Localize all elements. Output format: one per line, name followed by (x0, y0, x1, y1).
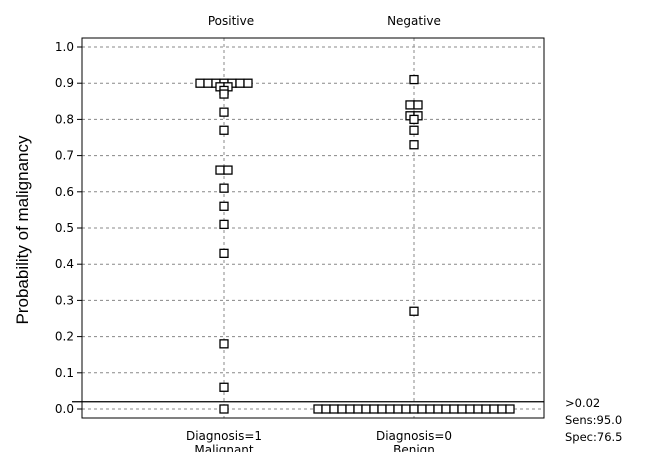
data-point-diagnosis-1 (219, 89, 229, 99)
data-point-diagnosis-1 (215, 165, 225, 175)
data-point-diagnosis-1 (195, 78, 205, 88)
x-category-label-diagnosis-0: Diagnosis=0 (376, 429, 452, 443)
y-tick-label: 0.1 (55, 366, 74, 380)
column-header-negative: Negative (387, 14, 441, 28)
data-point-diagnosis-0 (393, 404, 403, 414)
data-point-diagnosis-1 (219, 382, 229, 392)
y-tick-label: 0.0 (55, 402, 74, 416)
specificity-label: Spec:76.5 (565, 430, 622, 444)
data-point-diagnosis-0 (489, 404, 499, 414)
data-point-diagnosis-0 (353, 404, 363, 414)
data-point-diagnosis-0 (385, 404, 395, 414)
data-point-diagnosis-0 (417, 404, 427, 414)
data-point-diagnosis-0 (337, 404, 347, 414)
data-point-diagnosis-1 (219, 125, 229, 135)
data-point-diagnosis-0 (321, 404, 331, 414)
data-point-diagnosis-1 (223, 165, 233, 175)
data-point-diagnosis-0 (497, 404, 507, 414)
data-point-diagnosis-0 (425, 404, 435, 414)
y-tick-label: 0.3 (55, 293, 74, 307)
column-header-positive: Positive (208, 14, 254, 28)
data-point-diagnosis-0 (465, 404, 475, 414)
threshold-label: >0.02 (565, 396, 600, 410)
data-point-diagnosis-1 (243, 78, 253, 88)
data-point-diagnosis-1 (219, 219, 229, 230)
data-point-diagnosis-0 (441, 404, 451, 414)
y-axis-label: Probability of malignancy (13, 135, 32, 324)
data-point-diagnosis-0 (505, 404, 515, 414)
data-point-diagnosis-0 (409, 306, 419, 316)
data-point-diagnosis-0 (409, 114, 419, 125)
data-point-diagnosis-0 (345, 404, 355, 414)
x-sublabel-malignant: Malignant (194, 443, 254, 452)
data-point-diagnosis-0 (369, 404, 379, 414)
data-point-diagnosis-0 (405, 100, 415, 110)
grid-lines (82, 38, 544, 418)
data-point-diagnosis-0 (313, 404, 323, 414)
data-point-diagnosis-0 (433, 404, 443, 414)
data-point-diagnosis-0 (401, 404, 411, 414)
data-point-diagnosis-0 (409, 140, 419, 150)
data-point-diagnosis-0 (457, 404, 467, 414)
data-point-diagnosis-1 (219, 339, 229, 349)
data-point-diagnosis-1 (219, 248, 229, 258)
y-tick-labels: 0.0 0.1 0.2 0.3 0.4 0.5 0.6 0.7 0.8 0.9 1.0 (55, 40, 82, 416)
data-point-diagnosis-0 (473, 404, 483, 414)
data-point-diagnosis-0 (377, 404, 387, 414)
data-point-diagnosis-1 (219, 404, 229, 414)
y-tick-label: 0.8 (55, 112, 74, 126)
x-category-label-diagnosis-1: Diagnosis=1 (186, 429, 262, 443)
x-sublabel-benign: Benign (393, 443, 435, 452)
data-point-diagnosis-0 (409, 125, 419, 135)
y-tick-label: 0.5 (55, 221, 74, 235)
y-tick-label: 0.2 (55, 330, 74, 344)
data-point-diagnosis-0 (361, 404, 371, 414)
data-point-diagnosis-1 (219, 183, 229, 193)
data-point-diagnosis-0 (481, 404, 491, 414)
y-tick-label: 0.9 (55, 76, 74, 90)
y-tick-label: 0.7 (55, 149, 74, 163)
data-point-diagnosis-0 (329, 404, 339, 414)
data-point-diagnosis-0 (449, 404, 459, 414)
data-point-diagnosis-1 (219, 107, 229, 117)
sensitivity-label: Sens:95.0 (565, 413, 622, 427)
data-point-diagnosis-1 (203, 78, 213, 88)
y-tick-label: 1.0 (55, 40, 74, 54)
data-points (195, 74, 515, 414)
data-point-diagnosis-0 (409, 404, 419, 414)
y-tick-label: 0.6 (55, 185, 74, 199)
data-point-diagnosis-1 (235, 78, 245, 88)
y-tick-label: 0.4 (55, 257, 74, 271)
data-point-diagnosis-1 (219, 201, 229, 211)
data-point-diagnosis-0 (409, 74, 419, 85)
data-point-diagnosis-0 (413, 100, 423, 110)
